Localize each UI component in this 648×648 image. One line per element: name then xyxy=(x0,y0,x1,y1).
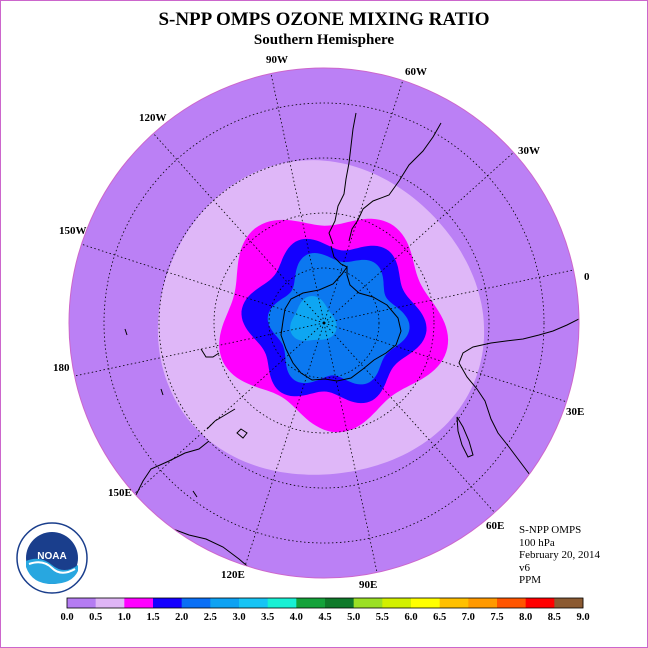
graticule xyxy=(74,73,574,573)
meridian-line xyxy=(323,322,495,513)
lon-label-150w: 150W xyxy=(59,225,87,237)
lon-label-90w: 90W xyxy=(266,54,288,66)
lon-label-180: 180 xyxy=(53,362,70,374)
meridian-line xyxy=(323,322,378,573)
antarctica-coast xyxy=(280,265,402,382)
latitude-circle xyxy=(213,212,435,434)
product-info: S-NPP OMPS 100 hPa February 20, 2014 v6 … xyxy=(519,524,600,587)
meridian-line xyxy=(81,243,325,324)
lon-label-60w: 60W xyxy=(405,66,427,78)
meridian-line xyxy=(323,152,514,324)
island-coast xyxy=(124,328,294,578)
info-date: February 20, 2014 xyxy=(519,549,600,561)
chart-title: S-NPP OMPS OZONE MIXING RATIO xyxy=(158,9,490,30)
lon-label-120w: 120W xyxy=(139,112,167,124)
meridian-line xyxy=(270,73,325,324)
info-level: 100 hPa xyxy=(519,536,555,549)
latitude-circle xyxy=(268,267,380,379)
meridian-line xyxy=(323,80,404,324)
latitude-circle xyxy=(158,157,490,489)
lon-label-60e: 60E xyxy=(486,520,504,532)
chart-subtitle: Southern Hemisphere xyxy=(253,32,395,48)
antarctic-peninsula-coast xyxy=(330,245,348,268)
lon-label-30w: 30W xyxy=(518,145,540,157)
ozone-band-2-5 xyxy=(290,296,337,341)
info-instrument: S-NPP OMPS xyxy=(519,524,582,536)
tasmania-coast xyxy=(236,428,248,439)
lon-label-120e: 120E xyxy=(221,569,245,581)
noaa-logo: NOAA xyxy=(16,522,88,594)
meridian-line xyxy=(323,269,574,324)
meridian-line xyxy=(244,322,325,566)
south-america-coast xyxy=(328,112,442,245)
longitude-labels: 90W 60W 30W 0 30E 60E 90E 120E 150E 180 … xyxy=(53,54,590,591)
lon-label-0: 0 xyxy=(584,271,590,283)
africa-coast xyxy=(458,318,579,496)
meridian-line xyxy=(74,322,325,377)
lon-label-90e: 90E xyxy=(359,579,377,591)
meridian-line xyxy=(153,133,325,324)
info-units: PPM xyxy=(519,574,542,586)
madagascar-coast xyxy=(456,416,474,458)
lon-label-30e: 30E xyxy=(566,406,584,418)
meridian-line xyxy=(323,322,567,403)
ozone-band-2-0 xyxy=(267,253,410,385)
meridian-line xyxy=(134,322,325,494)
latitude-circle xyxy=(103,102,545,544)
lon-label-150e: 150E xyxy=(108,487,132,499)
coastlines xyxy=(124,112,579,578)
map-rim xyxy=(68,67,580,579)
logo-text: NOAA xyxy=(37,551,66,562)
info-version: v6 xyxy=(519,561,530,574)
